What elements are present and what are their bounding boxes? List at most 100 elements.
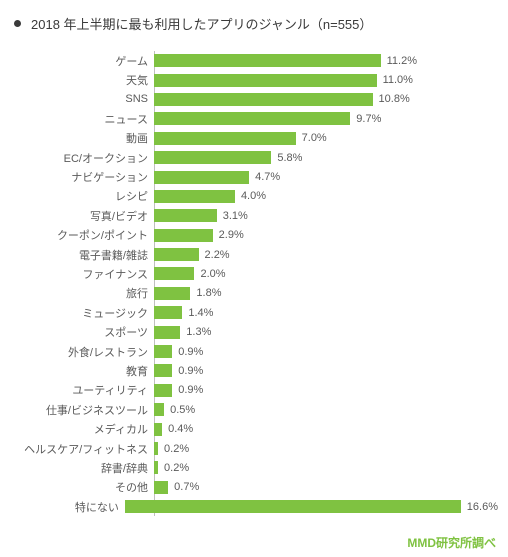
bar-area: 9.7% [154, 109, 498, 128]
bar-row: ゲーム 11.2% [10, 51, 498, 70]
bar [154, 364, 172, 377]
bar-area: 1.8% [154, 284, 498, 303]
bar-row: ヘルスケア/フィットネス 0.2% [10, 439, 498, 458]
bar-area: 0.2% [154, 458, 498, 477]
value-label: 2.2% [205, 249, 230, 261]
bar-row: 仕事/ビジネスツール0.5% [10, 400, 498, 419]
value-label: 11.2% [387, 55, 417, 67]
bar-chart: ゲーム11.2%天気11.0%SNS10.8%ニュース9.7%動画7.0%EC/… [10, 51, 498, 516]
value-label: 4.7% [255, 171, 280, 183]
category-label: スポーツ [10, 324, 154, 340]
category-label: EC/オークション [10, 150, 154, 166]
value-label: 1.3% [186, 326, 211, 338]
value-label: 11.0% [383, 74, 413, 86]
category-label: 辞書/辞典 [10, 460, 154, 476]
bar-row: ニュース 9.7% [10, 109, 498, 128]
category-label: 外食/レストラン [10, 344, 154, 360]
category-label: 動画 [10, 130, 154, 146]
category-label: ゲーム [10, 53, 154, 69]
value-label: 7.0% [302, 132, 327, 144]
category-label: ユーティリティ [10, 382, 154, 398]
bar-row: 電子書籍/雑誌 2.2% [10, 245, 498, 264]
bar-row: 動画 7.0% [10, 129, 498, 148]
category-label: ヘルスケア/フィットネス [10, 441, 154, 457]
bar-area: 7.0% [154, 129, 498, 148]
category-label: レシピ [10, 188, 154, 204]
category-label: 電子書籍/雑誌 [10, 247, 154, 263]
chart-title: 2018 年上半期に最も利用したアプリのジャンル（n=555） [31, 14, 372, 33]
bar [154, 93, 373, 106]
bar [154, 306, 182, 319]
bar-area: 0.2% [154, 439, 498, 458]
bar-area: 0.9% [154, 342, 498, 361]
category-label: クーポン/ポイント [10, 227, 154, 243]
bar-row: 特にない 16.6% [10, 497, 498, 516]
value-label: 16.6% [467, 501, 498, 513]
bar [154, 151, 271, 164]
bar [154, 461, 158, 474]
bar-area: 0.9% [154, 381, 498, 400]
bar [154, 287, 190, 300]
category-label: その他 [10, 479, 154, 495]
bar-area: 10.8% [154, 90, 498, 109]
value-label: 2.0% [200, 268, 225, 280]
bar-area: 0.5% [154, 400, 498, 419]
bar-row: ナビゲーション 4.7% [10, 167, 498, 186]
value-label: 1.4% [188, 307, 213, 319]
value-label: 0.2% [164, 462, 189, 474]
category-label: 旅行 [10, 285, 154, 301]
chart-credit: MMD研究所調べ [407, 534, 496, 551]
bar-area: 16.6% [125, 497, 498, 516]
bar-row: SNS10.8% [10, 90, 498, 109]
bar [154, 229, 213, 242]
bar-area: 0.9% [154, 361, 498, 380]
bar-area: 1.3% [154, 322, 498, 341]
bar [154, 403, 164, 416]
bar-area: 1.4% [154, 303, 498, 322]
bar-row: EC/オークション5.8% [10, 148, 498, 167]
bar [154, 384, 172, 397]
bar-row: ユーティリティ 0.9% [10, 381, 498, 400]
bar-row: スポーツ 1.3% [10, 322, 498, 341]
bar-area: 0.7% [154, 478, 498, 497]
bar-area: 4.0% [154, 187, 498, 206]
bar [154, 345, 172, 358]
bar-row: ミュージック1.4% [10, 303, 498, 322]
value-label: 0.4% [168, 423, 193, 435]
title-bullet-icon [14, 20, 21, 27]
value-label: 2.9% [219, 229, 244, 241]
value-label: 0.5% [170, 404, 195, 416]
bar-row: 辞書/辞典 0.2% [10, 458, 498, 477]
bar-row: その他 0.7% [10, 478, 498, 497]
bar [154, 190, 235, 203]
bar-row: レシピ 4.0% [10, 187, 498, 206]
value-label: 4.0% [241, 190, 266, 202]
bar [154, 326, 180, 339]
bar-area: 5.8% [154, 148, 498, 167]
bar-row: 外食/レストラン0.9% [10, 342, 498, 361]
bar [154, 442, 158, 455]
bar [154, 481, 168, 494]
bar-row: クーポン/ポイント 2.9% [10, 226, 498, 245]
value-label: 0.9% [178, 384, 203, 396]
bar-area: 11.0% [154, 70, 498, 89]
value-label: 9.7% [356, 113, 381, 125]
bar [154, 112, 350, 125]
bar [154, 209, 217, 222]
chart-title-row: 2018 年上半期に最も利用したアプリのジャンル（n=555） [10, 14, 498, 33]
category-label: 特にない [10, 499, 125, 515]
bar [154, 54, 381, 67]
category-label: ニュース [10, 111, 154, 127]
value-label: 0.2% [164, 443, 189, 455]
value-label: 0.7% [174, 481, 199, 493]
bar-row: 写真/ビデオ3.1% [10, 206, 498, 225]
bar-row: 旅行1.8% [10, 284, 498, 303]
bar [125, 500, 461, 513]
bar-area: 11.2% [154, 51, 498, 70]
bar [154, 267, 194, 280]
category-label: ナビゲーション [10, 169, 154, 185]
bar [154, 423, 162, 436]
bar-area: 0.4% [154, 419, 498, 438]
bar-row: 教育0.9% [10, 361, 498, 380]
bar [154, 171, 249, 184]
